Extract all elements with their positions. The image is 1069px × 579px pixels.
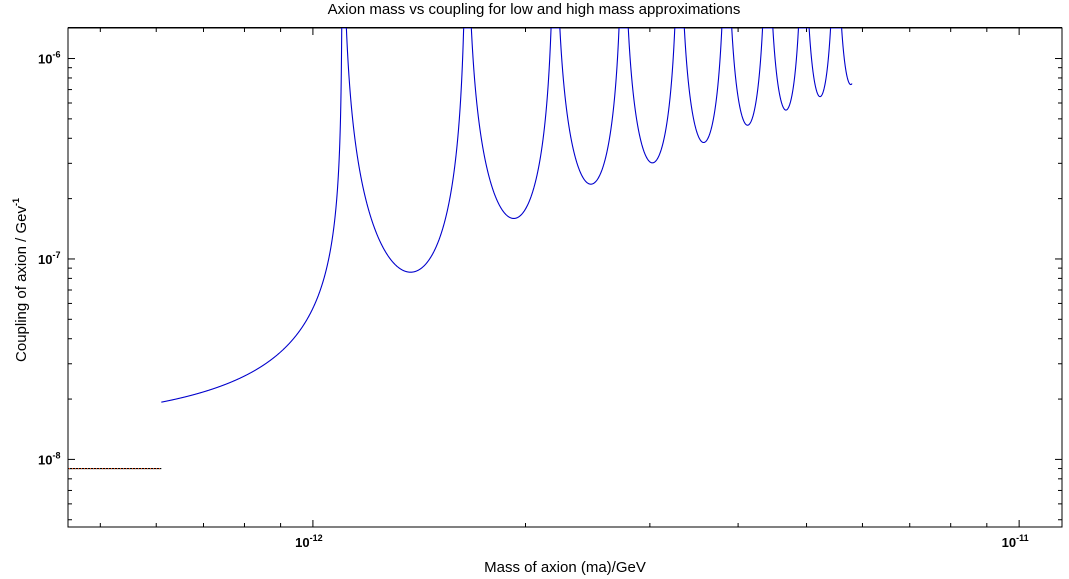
chart-title: Axion mass vs coupling for low and high … bbox=[328, 1, 741, 18]
plot-top-border bbox=[68, 27, 1062, 28]
y-tick-label: 10-6 bbox=[38, 50, 60, 67]
y-axis-label: Coupling of axion / Gev-1 bbox=[11, 198, 30, 362]
y-axis-label-main: Coupling of axion / Gev bbox=[13, 206, 30, 362]
y-axis-label-sup: -1 bbox=[11, 198, 21, 206]
series-layer bbox=[68, 27, 1062, 470]
y-tick-label: 10-8 bbox=[38, 450, 60, 467]
x-axis-label: Mass of axion (ma)/GeV bbox=[484, 559, 646, 576]
x-tick-label: 10-11 bbox=[1002, 533, 1029, 550]
x-tick-label: 10-12 bbox=[295, 533, 322, 550]
y-tick-label: 10-7 bbox=[38, 250, 60, 267]
tick-labels: 10-12 10-11 10-8 10-7 10-6 bbox=[38, 50, 1029, 550]
plot-area bbox=[67, 27, 1063, 528]
series-high-mass-curve bbox=[161, 27, 853, 403]
